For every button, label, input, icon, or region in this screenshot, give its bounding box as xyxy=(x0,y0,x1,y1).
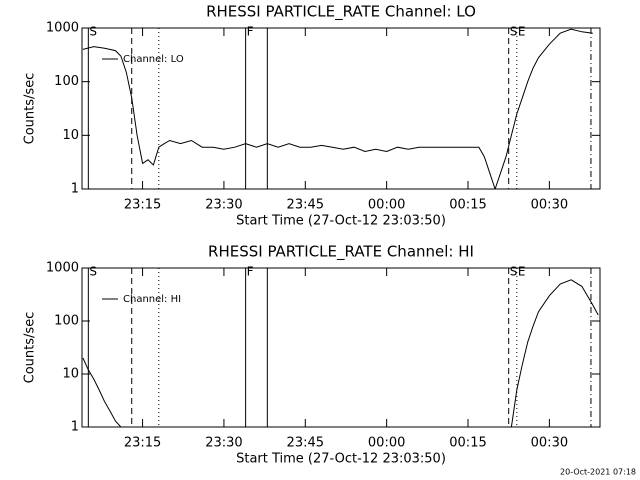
x-tick-label: 00:00 xyxy=(368,436,405,451)
x-axis-label: Start Time (27-Oct-12 23:03:50) xyxy=(236,452,446,467)
y-tick-label: 10 xyxy=(62,367,79,382)
x-tick-label: 00:15 xyxy=(449,198,486,213)
y-tick-label: 10 xyxy=(62,128,79,143)
footer: 20-Oct-2021 07:18 xyxy=(560,468,636,477)
event-label: S xyxy=(89,265,97,279)
y-tick-label: 1000 xyxy=(46,21,79,36)
x-tick-label: 00:00 xyxy=(368,198,405,213)
y-tick-label: 100 xyxy=(54,74,79,89)
event-label: F xyxy=(247,265,254,279)
y-tick-label: 1000 xyxy=(46,261,79,276)
y-axis-label: Counts/sec xyxy=(23,73,38,145)
chart-title: RHESSI PARTICLE_RATE Channel: LO xyxy=(206,3,476,22)
x-axis-label: Start Time (27-Oct-12 23:03:50) xyxy=(236,214,446,229)
event-label: S xyxy=(510,265,518,279)
legend-label: Channel: LO xyxy=(123,54,184,65)
event-label: S xyxy=(510,25,518,39)
x-tick-label: 23:45 xyxy=(287,436,324,451)
y-tick-label: 1 xyxy=(71,420,79,435)
x-tick-label: 23:15 xyxy=(124,436,161,451)
event-label: E xyxy=(518,265,526,279)
plot-frame xyxy=(81,267,601,428)
y-tick-label: 100 xyxy=(54,314,79,329)
x-tick-label: 23:15 xyxy=(124,198,161,213)
event-label: S xyxy=(89,25,97,39)
event-label: F xyxy=(247,25,254,39)
x-tick-label: 00:30 xyxy=(531,436,568,451)
x-tick-label: 00:30 xyxy=(531,198,568,213)
x-tick-label: 23:30 xyxy=(205,198,242,213)
data-line xyxy=(82,28,593,189)
legend-label: Channel: HI xyxy=(123,294,181,305)
event-label: E xyxy=(518,25,526,39)
plot-frame xyxy=(81,27,601,190)
x-tick-label: 23:30 xyxy=(205,436,242,451)
y-axis-label: Counts/sec xyxy=(23,312,38,384)
data-line xyxy=(82,279,599,427)
x-tick-label: 00:15 xyxy=(449,436,486,451)
chart-title: RHESSI PARTICLE_RATE Channel: HI xyxy=(208,243,474,262)
x-tick-label: 23:45 xyxy=(287,198,324,213)
y-tick-label: 1 xyxy=(71,182,79,197)
